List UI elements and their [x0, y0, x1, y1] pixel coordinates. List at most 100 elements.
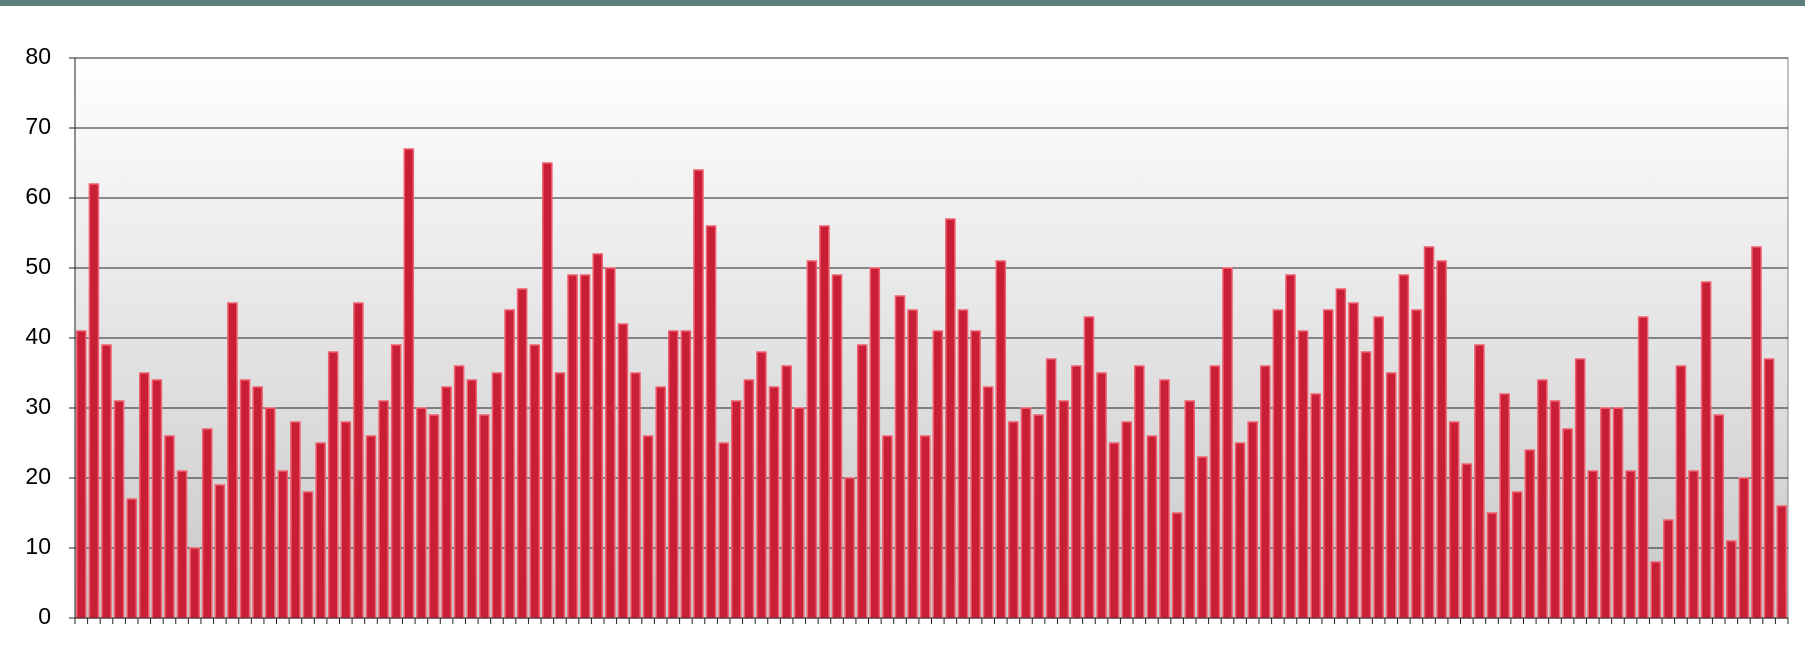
bar: [970, 330, 981, 619]
bar: [479, 414, 490, 619]
bar: [1209, 365, 1221, 619]
bar: [1259, 365, 1271, 619]
bar: [995, 260, 1007, 619]
bar: [630, 372, 641, 619]
bar: [1562, 428, 1573, 619]
bar: [1398, 274, 1410, 619]
bar: [668, 330, 679, 619]
bar: [416, 407, 427, 619]
bar: [428, 414, 440, 619]
bar: [680, 330, 692, 619]
top-strip: [0, 0, 1805, 6]
bar: [504, 309, 515, 619]
bar: [554, 372, 566, 619]
bar: [919, 435, 931, 619]
y-tick-label: 20: [25, 463, 51, 489]
bar: [491, 372, 503, 619]
bar: [1461, 463, 1473, 619]
bar: [932, 330, 944, 619]
bar: [353, 302, 364, 619]
bar: [957, 309, 969, 619]
bar: [1045, 358, 1057, 619]
bar: [894, 295, 906, 619]
bar: [1322, 309, 1334, 619]
bar: [1486, 512, 1498, 619]
bar: [264, 407, 276, 619]
y-tick-label: 30: [25, 393, 51, 419]
bar: [189, 547, 200, 619]
bar: [164, 435, 175, 619]
bar: [1776, 505, 1787, 619]
bar: [1272, 309, 1284, 619]
bar: [1096, 372, 1107, 619]
bar: [1335, 288, 1347, 619]
bar: [605, 267, 616, 619]
bar: [76, 330, 87, 619]
bar: [1159, 379, 1170, 619]
bar: [642, 435, 654, 619]
bar: [176, 470, 188, 619]
bar: [693, 169, 704, 619]
bar: [1360, 351, 1372, 619]
bar: [655, 386, 666, 619]
bar: [365, 435, 377, 619]
bar: [1713, 414, 1725, 619]
bar: [239, 379, 251, 619]
bar: [1637, 316, 1649, 619]
bar: [453, 365, 465, 619]
bar: [138, 372, 150, 619]
bar: [1763, 358, 1775, 619]
bar: [1083, 316, 1095, 619]
bar: [743, 379, 755, 619]
bar: [1549, 400, 1561, 619]
y-tick-label: 60: [25, 183, 51, 209]
bar: [315, 442, 326, 619]
y-tick-label: 80: [25, 43, 51, 69]
bar: [1537, 379, 1548, 619]
bar: [1197, 456, 1208, 619]
bar: [1524, 449, 1536, 619]
bar: [1234, 442, 1246, 619]
y-tick-label: 50: [25, 253, 51, 279]
bar: [126, 498, 137, 619]
bar: [1436, 260, 1447, 619]
bar: [516, 288, 528, 619]
bar: [617, 323, 629, 619]
bar: [1033, 414, 1044, 619]
y-tick-label: 70: [25, 113, 51, 139]
bar: [1134, 365, 1145, 619]
bar: [1121, 421, 1133, 619]
bar: [227, 302, 238, 619]
bar: [1411, 309, 1422, 619]
bar: [982, 386, 994, 619]
bar: [88, 183, 100, 619]
y-tick-label: 40: [25, 323, 51, 349]
bar: [403, 148, 415, 619]
bar: [793, 407, 805, 619]
bar: [1587, 470, 1599, 619]
bar: [844, 477, 855, 619]
bar: [113, 400, 125, 619]
bar: [1008, 421, 1019, 619]
bar: [1474, 344, 1485, 619]
bar: [1146, 435, 1158, 619]
bar: [1385, 372, 1397, 619]
bar: [1285, 274, 1296, 619]
bar: [1020, 407, 1032, 619]
bar: [1423, 246, 1435, 619]
bar: [1448, 421, 1460, 619]
bar: [529, 344, 541, 619]
bar: [831, 274, 843, 619]
bar: [1222, 267, 1233, 619]
bar: [1373, 316, 1384, 619]
bar: [592, 253, 604, 619]
bar: [277, 470, 289, 619]
bar: [214, 484, 226, 619]
bar: [1600, 407, 1611, 619]
bar: [1700, 281, 1712, 619]
bar: [856, 344, 868, 619]
bar: [781, 365, 792, 619]
bar: [466, 379, 478, 619]
bar: [340, 421, 352, 619]
